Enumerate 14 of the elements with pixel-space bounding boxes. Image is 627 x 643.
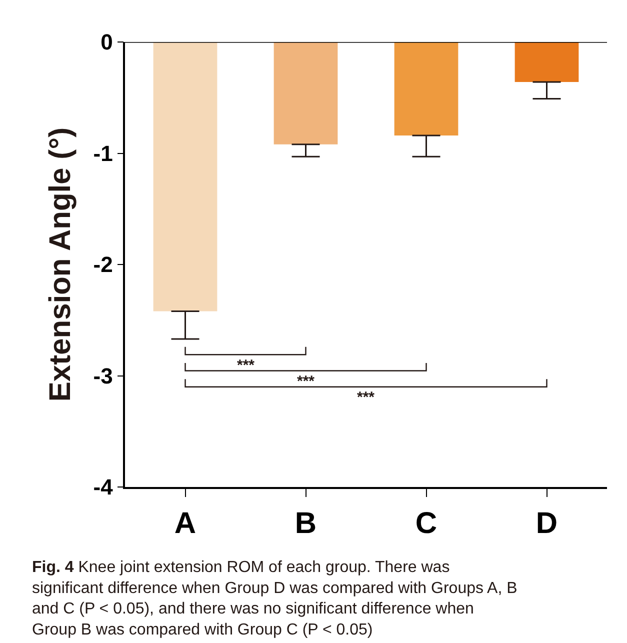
y-axis-title: Extension Angle (°) <box>44 127 77 402</box>
y-tick-label: -3 <box>93 363 113 388</box>
x-tick-label: B <box>294 506 317 540</box>
x-tick-label: D <box>536 506 558 540</box>
annotation: *** <box>237 357 255 374</box>
y-tick-label: -1 <box>93 140 113 166</box>
x-tick-label: C <box>415 506 438 540</box>
x-tick-label: A <box>174 506 196 540</box>
y-tick-label: 0 <box>100 30 113 55</box>
y-tick-label: -4 <box>93 474 114 500</box>
caption: Fig. 4 Knee joint extension ROM of each group. There was significant difference when Group D was compared with Groups A, B and C (P < 0.05), and there was no significant difference when Group B was compared with Group C (P < 0.05) <box>32 559 518 638</box>
y-tick-label: -2 <box>93 252 113 278</box>
annotation: *** <box>357 389 375 406</box>
annotation: *** <box>297 373 315 390</box>
